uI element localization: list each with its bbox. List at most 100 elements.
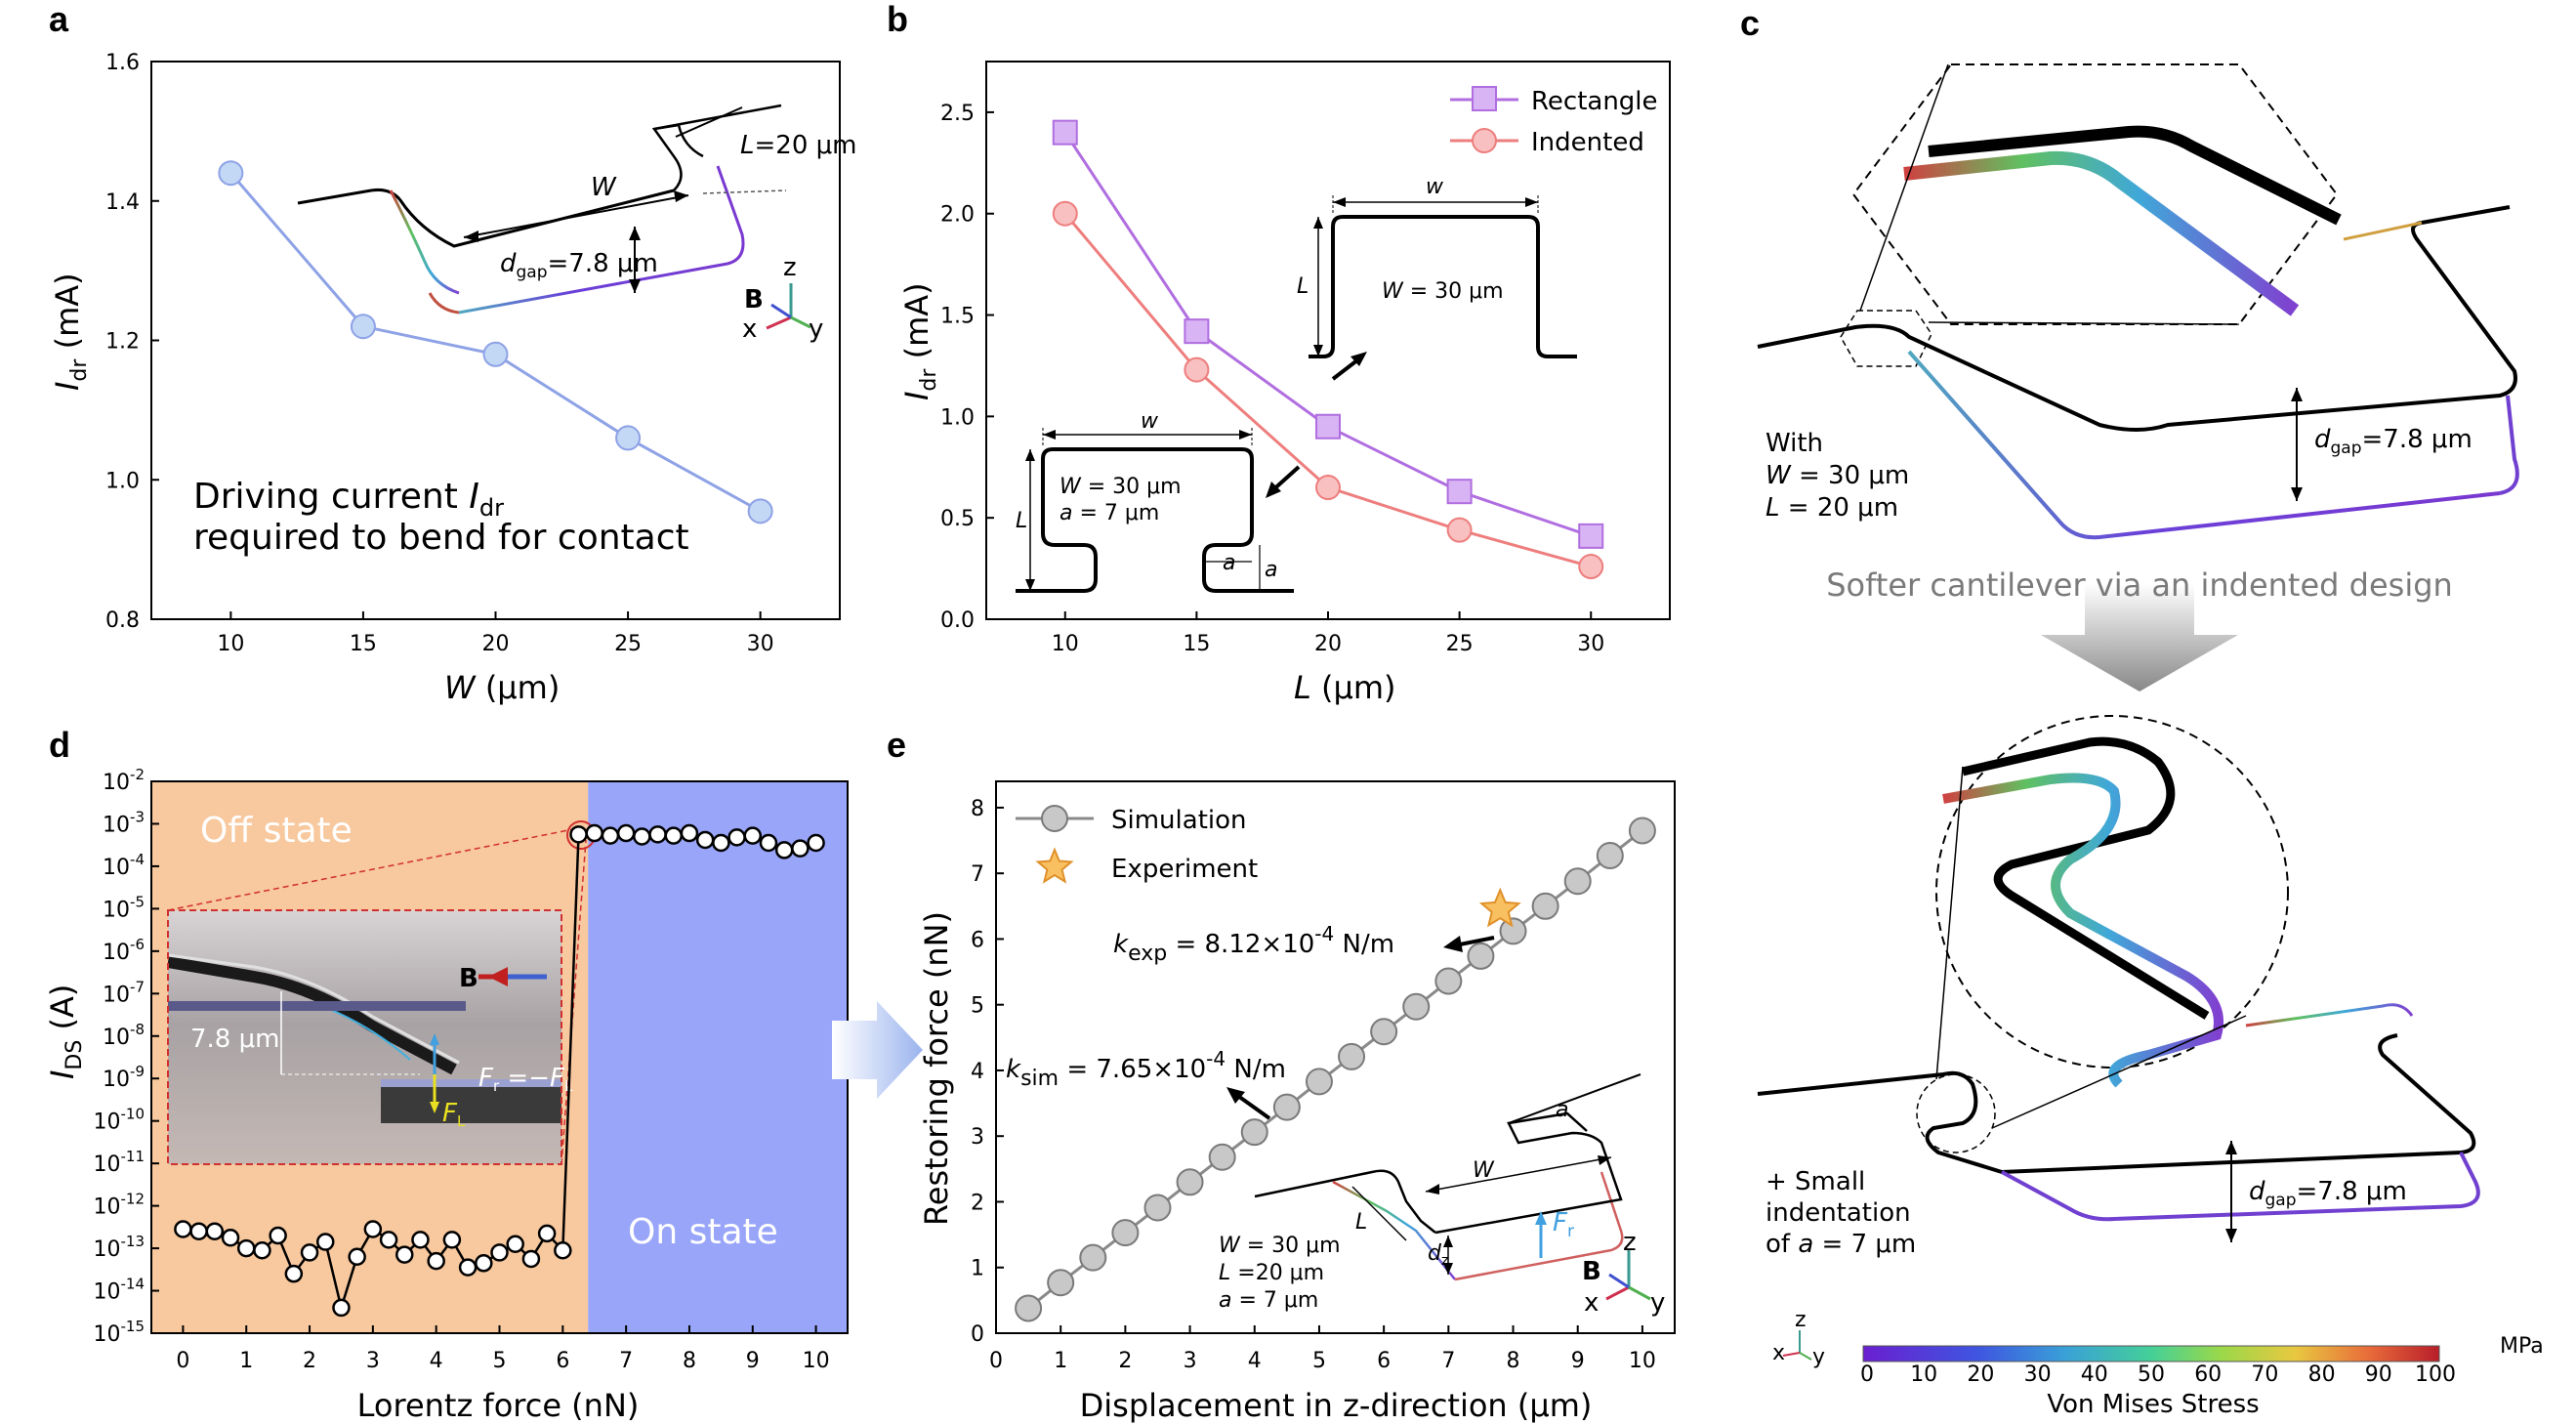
panel-d-ytick-label: 10-6: [103, 936, 145, 965]
panel-e-experiment-star: [1478, 887, 1521, 928]
panel-c-with-L: L = 20 μm: [1766, 493, 1898, 523]
panel-e-xtick-label: 4: [1248, 1349, 1262, 1373]
svg-text:L: L: [1016, 509, 1027, 533]
panel-c-down-arrow: [2041, 584, 2238, 692]
panel-d-ytick-label: 10-7: [103, 978, 145, 1007]
panel-d-data-point: [727, 828, 746, 847]
panel-b-xtick-label: 30: [1577, 632, 1604, 656]
panel-e-simulation-point: [1402, 992, 1431, 1021]
panel-e-ksim-label: ksim = 7.65×10-4 N/m: [1006, 1047, 1286, 1091]
svg-text:a: a: [1265, 558, 1277, 582]
panel-d-data-point: [363, 1220, 383, 1238]
panel-e-simulation-point: [1305, 1068, 1333, 1096]
panel-d-xtick-label: 10: [803, 1349, 830, 1373]
panel-d-data-point: [284, 1264, 304, 1283]
panel-e-simulation-point: [1370, 1018, 1398, 1046]
panel-e-simulation-point: [1628, 817, 1656, 845]
panel-e-kexp-label: kexp = 8.12×10-4 N/m: [1113, 922, 1394, 966]
svg-text:L: L: [1355, 1210, 1367, 1235]
panel-c-dgap-label-bottom: dgap=7.8 μm: [2249, 1177, 2407, 1210]
panel-b-legend: Rectangle Indented: [1450, 86, 1658, 157]
panel-a-ytick-label: 1.2: [105, 330, 140, 355]
panel-d-data-point: [807, 833, 825, 853]
svg-text:B: B: [744, 285, 764, 314]
panel-d-ticks: 0 1 2 3 4 5 6 7 8 9 10 10-2 10-3 10-4 10-5 10-6 10-7 10-8…: [94, 766, 830, 1373]
panel-c-colorbar-tick-label: 80: [2308, 1362, 2336, 1387]
panel-e-ytick-label: 7: [971, 862, 984, 887]
panel-a-xtick-label: 10: [217, 632, 244, 656]
panel-e-xlabel: Displacement in z-direction (μm): [1080, 1387, 1593, 1424]
panel-b-legend-indented: Indented: [1531, 128, 1644, 157]
panel-e-ylabel: Restoring force (nN): [918, 911, 955, 1226]
svg-text:W: W: [1473, 1158, 1495, 1183]
panel-c-colorbar-title: Von Mises Stress: [2047, 1390, 2259, 1419]
panel-b-chart: 10 15 20 25 30 0.0 0.5 1.0 1.5 2.0 2.5 Idr (mA) L …: [898, 61, 1671, 706]
panel-d-xtick-label: 5: [493, 1349, 507, 1373]
panel-d-xtick-label: 9: [746, 1349, 760, 1373]
panel-e-ytick-label: 4: [971, 1060, 984, 1084]
panel-b-xlabel: L (μm): [1294, 669, 1396, 706]
panel-d-ytick-label: 10-14: [94, 1276, 145, 1305]
panel-b-ticks: 10 15 20 25 30 0.0 0.5 1.0 1.5 2.0 2.5: [940, 102, 1604, 656]
panel-b-indented-point: [1184, 356, 1210, 383]
panel-e-plot-frame: [995, 780, 1676, 1334]
panel-c-colorbar-unit: MPa: [2500, 1334, 2544, 1359]
panel-d-ytick-label: 10-3: [103, 808, 145, 837]
panel-d-data-point: [189, 1222, 208, 1240]
panel-d-data-point: [648, 825, 667, 844]
panel-d-ytick-label: 10-2: [103, 766, 145, 795]
svg-text:x: x: [742, 314, 757, 344]
panel-a-inset-dgap-label: dgap=7.8 μm: [500, 249, 658, 282]
panel-d-data-point: [316, 1233, 335, 1251]
panel-e-simulation-point: [1208, 1143, 1236, 1171]
panel-e-ytick-label: 0: [971, 1322, 984, 1347]
panel-b-ytick-label: 2.0: [940, 203, 975, 228]
panel-d-data-point: [411, 1231, 430, 1249]
panel-d-ytick-label: 10-5: [103, 893, 145, 922]
panel-a-data-point: [615, 425, 642, 451]
panel-b-ytick-label: 0.0: [940, 608, 975, 633]
panel-e-axes-triad: z x y B: [1582, 1228, 1665, 1318]
panel-b-rectangle-inset: w L W = 30 μm: [1297, 175, 1577, 381]
panel-d-xtick-label: 6: [556, 1349, 569, 1373]
panel-d-data-point: [205, 1222, 225, 1240]
panel-e-legend-simulation: Simulation: [1111, 806, 1247, 835]
panel-e-simulation-point: [1467, 942, 1495, 970]
panel-a-note-line1: Driving current Idr: [193, 477, 504, 522]
panel-d-ytick-label: 10-11: [94, 1148, 145, 1177]
panel-c-colorbar-tick-label: 90: [2365, 1362, 2392, 1387]
panel-d-data-point: [395, 1245, 414, 1264]
panel-d-xtick-label: 8: [683, 1349, 696, 1373]
panel-a-chart: 10 15 20 25 30 0.8 1.0 1.2 1.4 1.6 Idr (mA) W (μm…: [49, 51, 857, 706]
panel-e-points: [1015, 817, 1656, 1322]
panel-d-data-point: [221, 1228, 240, 1247]
panel-e-ytick-label: 5: [971, 994, 984, 1019]
svg-text:z: z: [1623, 1228, 1637, 1257]
panel-e-simulation-point: [1563, 867, 1592, 896]
panel-d-data-point: [759, 833, 778, 853]
panel-e-xtick-label: 6: [1377, 1349, 1391, 1373]
panel-a-xtick-label: 30: [747, 632, 774, 656]
svg-text:w: w: [1141, 409, 1159, 434]
panel-d-data-point: [616, 823, 636, 843]
panel-c-colorbar-ticks: 0 10 20 30 40 50 60 70 80 90 100: [1860, 1362, 2456, 1387]
panel-b-rectangle-point: [1578, 523, 1604, 549]
panel-d-points: [174, 823, 825, 1318]
panel-d-data-point: [458, 1258, 478, 1277]
panel-d-data-point: [506, 1235, 524, 1253]
panel-c-small-line3: of a = 7 μm: [1766, 1230, 1916, 1259]
panel-a-xtick-label: 15: [350, 632, 377, 656]
panel-d-xtick-label: 2: [303, 1349, 316, 1373]
svg-text:w: w: [1426, 175, 1444, 199]
panel-e-legend-experiment: Experiment: [1111, 855, 1258, 884]
panel-a-data-point: [482, 341, 509, 367]
panel-a-points: [218, 160, 773, 524]
panel-c-small-line1: + Small: [1766, 1167, 1865, 1196]
panel-d-data-point: [664, 826, 683, 845]
panel-b-ind-W-label: W = 30 μm: [1059, 475, 1182, 499]
panel-e-simulation-point: [1272, 1093, 1301, 1121]
panel-c-with-label: With: [1766, 429, 1823, 458]
panel-c-colorbar-tick-label: 40: [2081, 1362, 2108, 1387]
svg-text:z: z: [783, 253, 797, 282]
panel-e-simulation-point: [1079, 1243, 1107, 1272]
